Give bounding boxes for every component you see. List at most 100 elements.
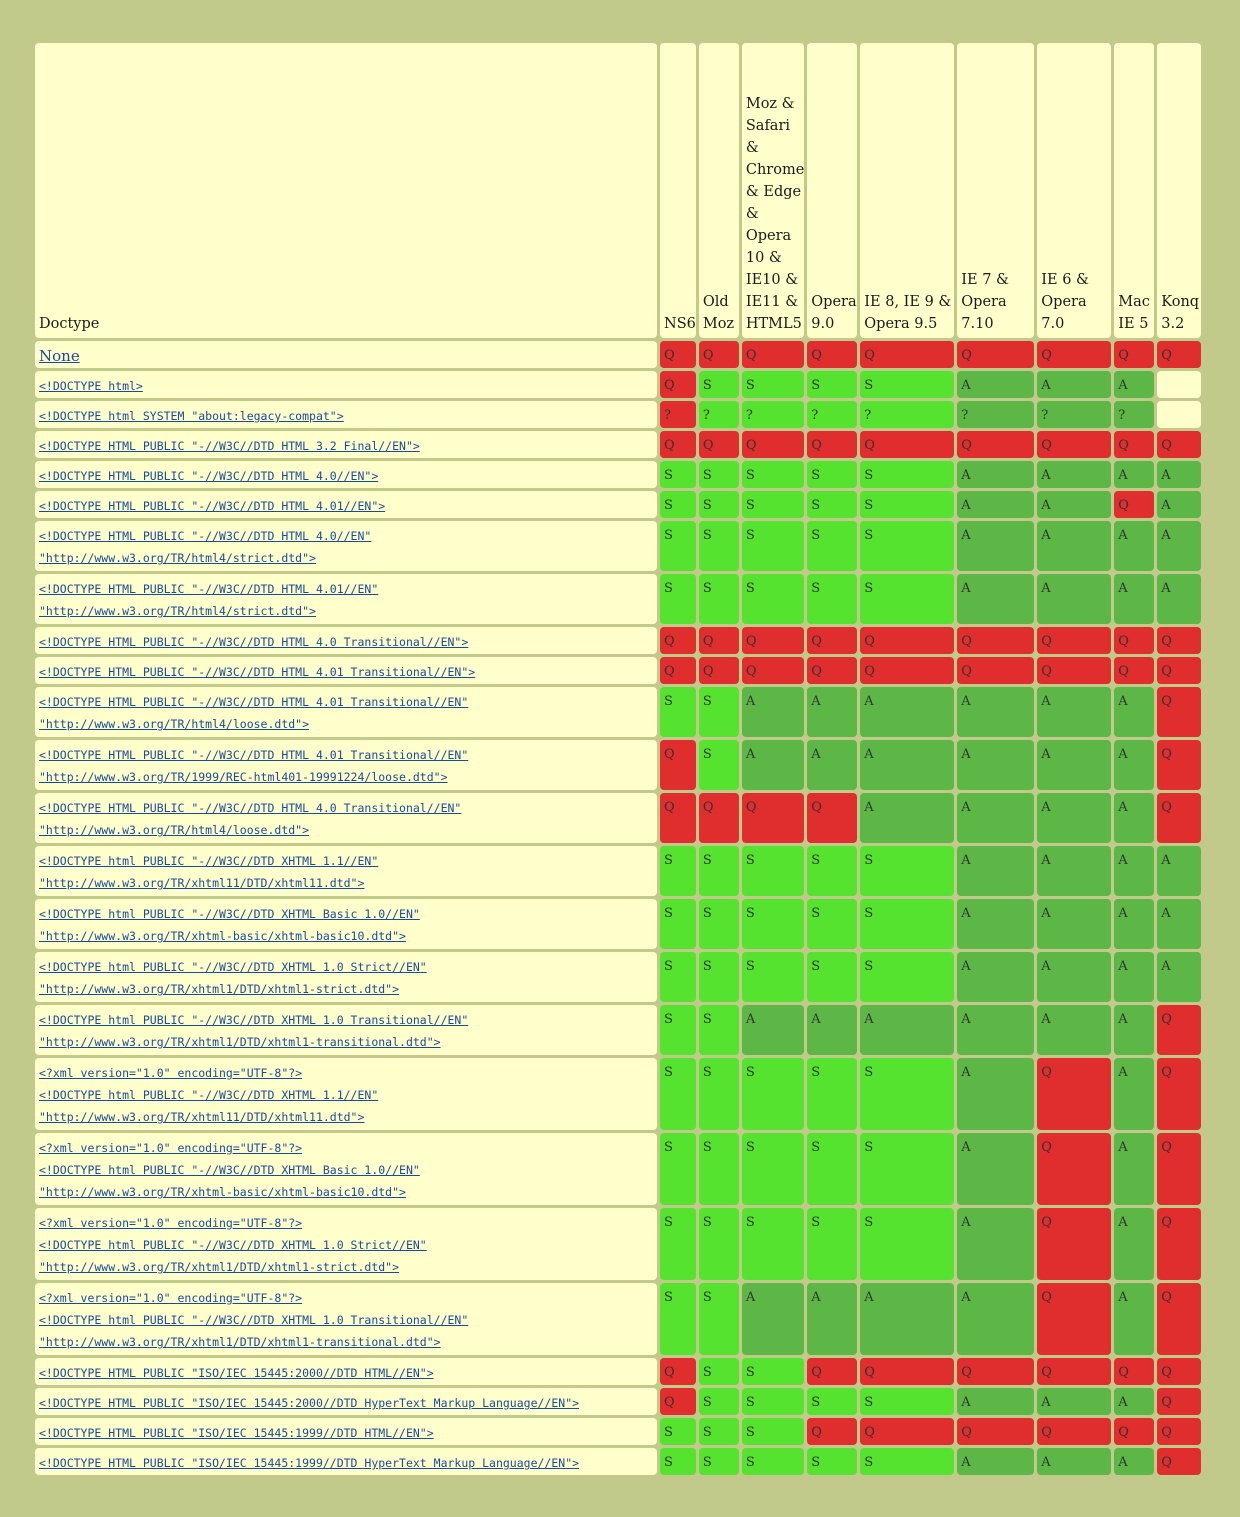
table-body: None Q Q Q Q Q Q Q Q Q <!DOCTYPE html> Q S S S S A A A <!DO… (35, 341, 1202, 1475)
mode-cell-quirks: Q (698, 657, 739, 684)
doctype-cell: <!DOCTYPE html PUBLIC "-//W3C//DTD XHTML… (35, 846, 657, 896)
mode-cell-quirks: Q (1157, 687, 1202, 737)
doctype-link[interactable]: None (39, 345, 657, 367)
doctype-link[interactable]: <!DOCTYPE html> (39, 375, 657, 397)
doctype-link[interactable]: <!DOCTYPE html PUBLIC "-//W3C//DTD XHTML… (39, 850, 657, 894)
doctype-link[interactable]: <?xml version="1.0" encoding="UTF-8"?> <!… (39, 1287, 657, 1353)
doctype-link[interactable]: <!DOCTYPE HTML PUBLIC "ISO/IEC 15445:200… (39, 1362, 657, 1384)
doctype-link[interactable]: <!DOCTYPE html PUBLIC "-//W3C//DTD XHTML… (39, 903, 657, 947)
doctype-line: <!DOCTYPE html> (39, 379, 143, 393)
mode-cell-standards: S (698, 1283, 739, 1355)
doctype-line: <!DOCTYPE html PUBLIC "-//W3C//DTD XHTML… (39, 1163, 420, 1177)
doctype-link[interactable]: <!DOCTYPE HTML PUBLIC "ISO/IEC 15445:199… (39, 1452, 657, 1474)
mode-cell-almost-standards: A (1037, 491, 1112, 518)
doctype-link[interactable]: <!DOCTYPE HTML PUBLIC "-//W3C//DTD HTML … (39, 744, 657, 788)
mode-cell-quirks: Q (1114, 627, 1155, 654)
mode-cell-quirks: Q (660, 341, 696, 368)
table-row: <?xml version="1.0" encoding="UTF-8"?> <!… (35, 1133, 1202, 1205)
mode-cell-standards: S (860, 846, 955, 896)
doctype-line: <!DOCTYPE HTML PUBLIC "-//W3C//DTD HTML … (39, 635, 469, 649)
table-row: <!DOCTYPE html PUBLIC "-//W3C//DTD XHTML… (35, 899, 1202, 949)
mode-cell-quirks: Q (741, 627, 805, 654)
mode-cell-almost-standards: A (1037, 1448, 1112, 1475)
mode-cell-standards: S (698, 1388, 739, 1415)
mode-cell-quirks: Q (1157, 1283, 1202, 1355)
mode-cell-standards: S (860, 491, 955, 518)
doctype-link[interactable]: <!DOCTYPE HTML PUBLIC "-//W3C//DTD HTML … (39, 578, 657, 622)
doctype-cell: <!DOCTYPE HTML PUBLIC "-//W3C//DTD HTML … (35, 627, 657, 654)
mode-cell-standards: S (741, 846, 805, 896)
doctype-link[interactable]: <?xml version="1.0" encoding="UTF-8"?> <!… (39, 1137, 657, 1203)
doctype-link[interactable]: <!DOCTYPE HTML PUBLIC "ISO/IEC 15445:200… (39, 1392, 657, 1414)
doctype-link[interactable]: <!DOCTYPE html SYSTEM "about:legacy-comp… (39, 405, 657, 427)
doctype-link[interactable]: <!DOCTYPE html PUBLIC "-//W3C//DTD XHTML… (39, 1009, 657, 1053)
doctype-line: "http://www.w3.org/TR/html4/strict.dtd"> (39, 604, 316, 618)
mode-cell-quirks: Q (807, 627, 858, 654)
doctype-line: "http://www.w3.org/TR/xhtml1/DTD/xhtml1-… (39, 1035, 441, 1049)
doctype-cell: <!DOCTYPE HTML PUBLIC "-//W3C//DTD HTML … (35, 461, 657, 488)
doctype-link[interactable]: <?xml version="1.0" encoding="UTF-8"?> <!… (39, 1212, 657, 1278)
table-row: <!DOCTYPE HTML PUBLIC "-//W3C//DTD HTML … (35, 431, 1202, 458)
mode-cell-almost-standards: A (957, 687, 1035, 737)
mode-cell-standards: S (860, 1448, 955, 1475)
mode-cell-almost-standards: A (1037, 1388, 1112, 1415)
doctype-link[interactable]: <!DOCTYPE HTML PUBLIC "-//W3C//DTD HTML … (39, 465, 657, 487)
mode-cell-standards: S (860, 1133, 955, 1205)
table-row: <!DOCTYPE html SYSTEM "about:legacy-comp… (35, 401, 1202, 428)
doctype-line: <!DOCTYPE HTML PUBLIC "ISO/IEC 15445:199… (39, 1456, 580, 1470)
mode-cell-quirks: Q (1114, 491, 1155, 518)
doctype-link[interactable]: <?xml version="1.0" encoding="UTF-8"?> <!… (39, 1062, 657, 1128)
mode-cell-almost-standards: A (741, 687, 805, 737)
mode-cell-standards: S (741, 574, 805, 624)
doctype-line: None (39, 347, 80, 365)
mode-cell-quirks: Q (698, 793, 739, 843)
doctype-link[interactable]: <!DOCTYPE HTML PUBLIC "-//W3C//DTD HTML … (39, 495, 657, 517)
table-row: None Q Q Q Q Q Q Q Q Q (35, 341, 1202, 368)
mode-cell-almost-standards: A (1157, 952, 1202, 1002)
doctype-cell: None (35, 341, 657, 368)
mode-cell-standards: S (807, 1133, 858, 1205)
mode-cell-almost-standards: A (1157, 899, 1202, 949)
table-row: <!DOCTYPE HTML PUBLIC "-//W3C//DTD HTML … (35, 574, 1202, 624)
doctype-link[interactable]: <!DOCTYPE HTML PUBLIC "-//W3C//DTD HTML … (39, 435, 657, 457)
doctype-mode-table: Doctype NS6 Old Moz Moz & Safari & Chrome … (32, 40, 1204, 1478)
mode-cell-quirks: Q (957, 341, 1035, 368)
browser-column-header: Konq 3.2 (1157, 43, 1202, 338)
mode-cell-quirks: Q (1157, 740, 1202, 790)
mode-cell-almost-standards: A (1114, 1283, 1155, 1355)
doctype-cell: <?xml version="1.0" encoding="UTF-8"?> <!… (35, 1133, 657, 1205)
mode-cell-standards: S (698, 846, 739, 896)
table-row: <?xml version="1.0" encoding="UTF-8"?> <!… (35, 1208, 1202, 1280)
mode-cell-quirks: Q (1037, 1283, 1112, 1355)
mode-cell-standards: S (807, 846, 858, 896)
mode-cell-quirks: Q (660, 740, 696, 790)
mode-cell-quirks: Q (860, 657, 955, 684)
mode-cell-almost-standards: A (1037, 461, 1112, 488)
mode-cell-quirks: Q (1157, 1418, 1202, 1445)
mode-cell-standards: S (698, 1005, 739, 1055)
doctype-link[interactable]: <!DOCTYPE HTML PUBLIC "-//W3C//DTD HTML … (39, 631, 657, 653)
doctype-link[interactable]: <!DOCTYPE HTML PUBLIC "ISO/IEC 15445:199… (39, 1422, 657, 1444)
mode-cell-standards: S (660, 491, 696, 518)
mode-cell-quirks: Q (807, 793, 858, 843)
table-row: <!DOCTYPE html PUBLIC "-//W3C//DTD XHTML… (35, 1005, 1202, 1055)
mode-cell-quirks: Q (660, 371, 696, 398)
mode-cell-standards: S (807, 952, 858, 1002)
doctype-link[interactable]: <!DOCTYPE html PUBLIC "-//W3C//DTD XHTML… (39, 956, 657, 1000)
doctype-line: <!DOCTYPE html PUBLIC "-//W3C//DTD XHTML… (39, 1238, 427, 1252)
doctype-link[interactable]: <!DOCTYPE HTML PUBLIC "-//W3C//DTD HTML … (39, 691, 657, 735)
doctype-line: <!DOCTYPE HTML PUBLIC "-//W3C//DTD HTML … (39, 665, 476, 679)
doctype-link[interactable]: <!DOCTYPE HTML PUBLIC "-//W3C//DTD HTML … (39, 661, 657, 683)
mode-cell-standards: S (660, 846, 696, 896)
mode-cell-unknown: ? (741, 401, 805, 428)
mode-cell-almost-standards: A (1157, 521, 1202, 571)
doctype-line: "http://www.w3.org/TR/1999/REC-html401-1… (39, 770, 448, 784)
mode-cell-quirks: Q (860, 1358, 955, 1385)
mode-cell-standards: S (698, 1133, 739, 1205)
mode-cell-standards: S (741, 899, 805, 949)
mode-cell-standards: S (741, 371, 805, 398)
mode-cell-standards: S (698, 521, 739, 571)
mode-cell-almost-standards: A (957, 1133, 1035, 1205)
doctype-link[interactable]: <!DOCTYPE HTML PUBLIC "-//W3C//DTD HTML … (39, 797, 657, 841)
doctype-link[interactable]: <!DOCTYPE HTML PUBLIC "-//W3C//DTD HTML … (39, 525, 657, 569)
